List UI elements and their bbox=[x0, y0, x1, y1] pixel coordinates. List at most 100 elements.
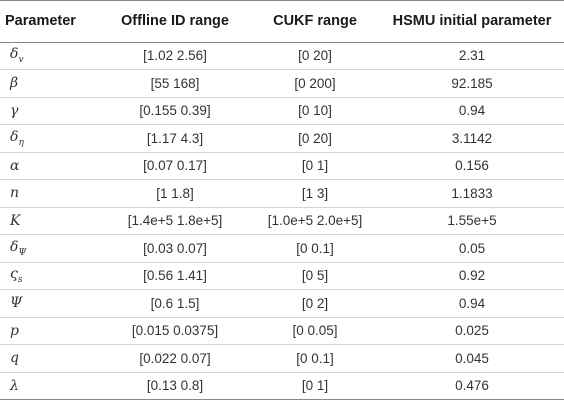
cell-parameter: K bbox=[0, 207, 95, 235]
cell-hsmu-initial-parameter: 0.476 bbox=[375, 372, 564, 400]
parameter-symbol-base: δ bbox=[10, 46, 19, 63]
cell-cukf-range: [0 1] bbox=[255, 152, 375, 180]
cell-cukf-range: [0 5] bbox=[255, 262, 375, 290]
parameter-symbol-base: ς bbox=[10, 266, 18, 283]
cell-offline-id-range: [0.155 0.39] bbox=[95, 97, 255, 125]
cell-offline-id-range: [0.6 1.5] bbox=[95, 289, 255, 318]
cell-offline-id-range: [1.4e+5 1.8e+5] bbox=[95, 207, 255, 235]
table-row: δv [1.02 2.56] [0 20] 2.31 bbox=[0, 42, 564, 70]
cell-parameter: α bbox=[0, 152, 95, 180]
parameter-symbol-subscript: η bbox=[18, 137, 24, 148]
cell-parameter: ςs bbox=[0, 262, 95, 290]
header-cukf-range: CUKF range bbox=[255, 0, 375, 43]
parameter-symbol: λ bbox=[10, 378, 19, 394]
parameter-symbol-base: δ bbox=[10, 238, 19, 255]
parameter-symbol-base: p bbox=[10, 322, 19, 339]
parameter-symbol: β bbox=[10, 75, 18, 91]
table-row: ςs [0.56 1.41] [0 5] 0.92 bbox=[0, 262, 564, 290]
cell-cukf-range: [0 0.05] bbox=[255, 317, 375, 345]
table-body: δv [1.02 2.56] [0 20] 2.31 β [55 168] [0 200] 9… bbox=[0, 42, 564, 400]
header-parameter: Parameter bbox=[0, 0, 95, 43]
parameter-symbol-subscript: Ψ bbox=[18, 247, 27, 258]
table-row: δΨ [0.03 0.07] [0 0.1] 0.05 bbox=[0, 234, 564, 263]
cell-offline-id-range: [0.13 0.8] bbox=[95, 372, 255, 400]
cell-parameter: λ bbox=[0, 372, 95, 400]
cell-hsmu-initial-parameter: 0.94 bbox=[375, 97, 564, 125]
parameter-symbol-base: q bbox=[10, 350, 19, 367]
parameter-symbol: ςs bbox=[10, 266, 23, 286]
cell-offline-id-range: [1.02 2.56] bbox=[95, 42, 255, 70]
cell-parameter: δv bbox=[0, 42, 95, 70]
cell-cukf-range: [0 200] bbox=[255, 69, 375, 98]
cell-hsmu-initial-parameter: 0.045 bbox=[375, 344, 564, 373]
table-row: n [1 1.8] [1 3] 1.1833 bbox=[0, 179, 564, 208]
cell-parameter: p bbox=[0, 317, 95, 345]
cell-hsmu-initial-parameter: 92.185 bbox=[375, 69, 564, 98]
table-row: K [1.4e+5 1.8e+5] [1.0e+5 2.0e+5] 1.55e+5 bbox=[0, 207, 564, 235]
table-row: λ [0.13 0.8] [0 1] 0.476 bbox=[0, 372, 564, 400]
cell-hsmu-initial-parameter: 3.1142 bbox=[375, 124, 564, 153]
parameter-symbol-base: K bbox=[10, 212, 21, 229]
cell-cukf-range: [0 1] bbox=[255, 372, 375, 400]
cell-cukf-range: [0 20] bbox=[255, 42, 375, 70]
cell-offline-id-range: [0.015 0.0375] bbox=[95, 317, 255, 345]
header-row: Parameter Offline ID range CUKF range HS… bbox=[0, 0, 564, 43]
cell-offline-id-range: [0.07 0.17] bbox=[95, 152, 255, 180]
cell-offline-id-range: [0.022 0.07] bbox=[95, 344, 255, 373]
parameter-symbol-subscript: s bbox=[17, 275, 23, 286]
parameter-symbol: δv bbox=[10, 46, 24, 66]
table-row: α [0.07 0.17] [0 1] 0.156 bbox=[0, 152, 564, 180]
cell-offline-id-range: [1.17 4.3] bbox=[95, 124, 255, 153]
cell-cukf-range: [0 20] bbox=[255, 124, 375, 153]
parameter-symbol: p bbox=[10, 323, 19, 339]
parameter-symbol-base: δ bbox=[10, 128, 19, 145]
parameter-symbol: q bbox=[10, 350, 19, 366]
parameter-symbol: δΨ bbox=[10, 238, 27, 258]
cell-parameter: δΨ bbox=[0, 234, 95, 263]
parameter-symbol-base: α bbox=[10, 157, 20, 174]
cell-cukf-range: [0 10] bbox=[255, 97, 375, 125]
parameter-symbol-subscript: v bbox=[18, 55, 24, 66]
cell-cukf-range: [0 0.1] bbox=[255, 234, 375, 263]
table-row: p [0.015 0.0375] [0 0.05] 0.025 bbox=[0, 317, 564, 345]
cell-hsmu-initial-parameter: 0.94 bbox=[375, 289, 564, 318]
cell-hsmu-initial-parameter: 0.025 bbox=[375, 317, 564, 345]
cell-cukf-range: [1 3] bbox=[255, 179, 375, 208]
parameter-symbol-base: λ bbox=[10, 377, 19, 394]
cell-cukf-range: [0 2] bbox=[255, 289, 375, 318]
cell-parameter: β bbox=[0, 69, 95, 98]
cell-hsmu-initial-parameter: 0.05 bbox=[375, 234, 564, 263]
parameter-symbol: δη bbox=[10, 128, 24, 148]
table-row: δη [1.17 4.3] [0 20] 3.1142 bbox=[0, 124, 564, 153]
cell-hsmu-initial-parameter: 0.92 bbox=[375, 262, 564, 290]
table-row: β [55 168] [0 200] 92.185 bbox=[0, 69, 564, 98]
table-row: q [0.022 0.07] [0 0.1] 0.045 bbox=[0, 344, 564, 373]
table-header: Parameter Offline ID range CUKF range HS… bbox=[0, 0, 564, 43]
cell-offline-id-range: [0.56 1.41] bbox=[95, 262, 255, 290]
cell-offline-id-range: [1 1.8] bbox=[95, 179, 255, 208]
cell-offline-id-range: [0.03 0.07] bbox=[95, 234, 255, 263]
parameter-symbol: α bbox=[10, 158, 19, 174]
parameter-symbol-base: β bbox=[10, 75, 19, 92]
cell-parameter: q bbox=[0, 344, 95, 373]
cell-offline-id-range: [55 168] bbox=[95, 69, 255, 98]
cell-hsmu-initial-parameter: 0.156 bbox=[375, 152, 564, 180]
cell-parameter: Ψ bbox=[0, 289, 95, 318]
parameter-symbol-base: γ bbox=[10, 102, 19, 119]
cell-hsmu-initial-parameter: 1.55e+5 bbox=[375, 207, 564, 235]
cell-parameter: δη bbox=[0, 124, 95, 153]
parameter-symbol-base: n bbox=[10, 185, 20, 202]
header-hsmu-initial-parameter: HSMU initial parameter bbox=[375, 0, 564, 43]
table-row: γ [0.155 0.39] [0 10] 0.94 bbox=[0, 97, 564, 125]
table-row: Ψ [0.6 1.5] [0 2] 0.94 bbox=[0, 289, 564, 318]
cell-hsmu-initial-parameter: 1.1833 bbox=[375, 179, 564, 208]
cell-cukf-range: [1.0e+5 2.0e+5] bbox=[255, 207, 375, 235]
parameter-symbol-base: Ψ bbox=[10, 295, 23, 312]
parameter-symbol: K bbox=[10, 213, 20, 229]
cell-parameter: γ bbox=[0, 97, 95, 125]
cell-parameter: n bbox=[0, 179, 95, 208]
header-offline-id-range: Offline ID range bbox=[95, 0, 255, 43]
cell-cukf-range: [0 0.1] bbox=[255, 344, 375, 373]
